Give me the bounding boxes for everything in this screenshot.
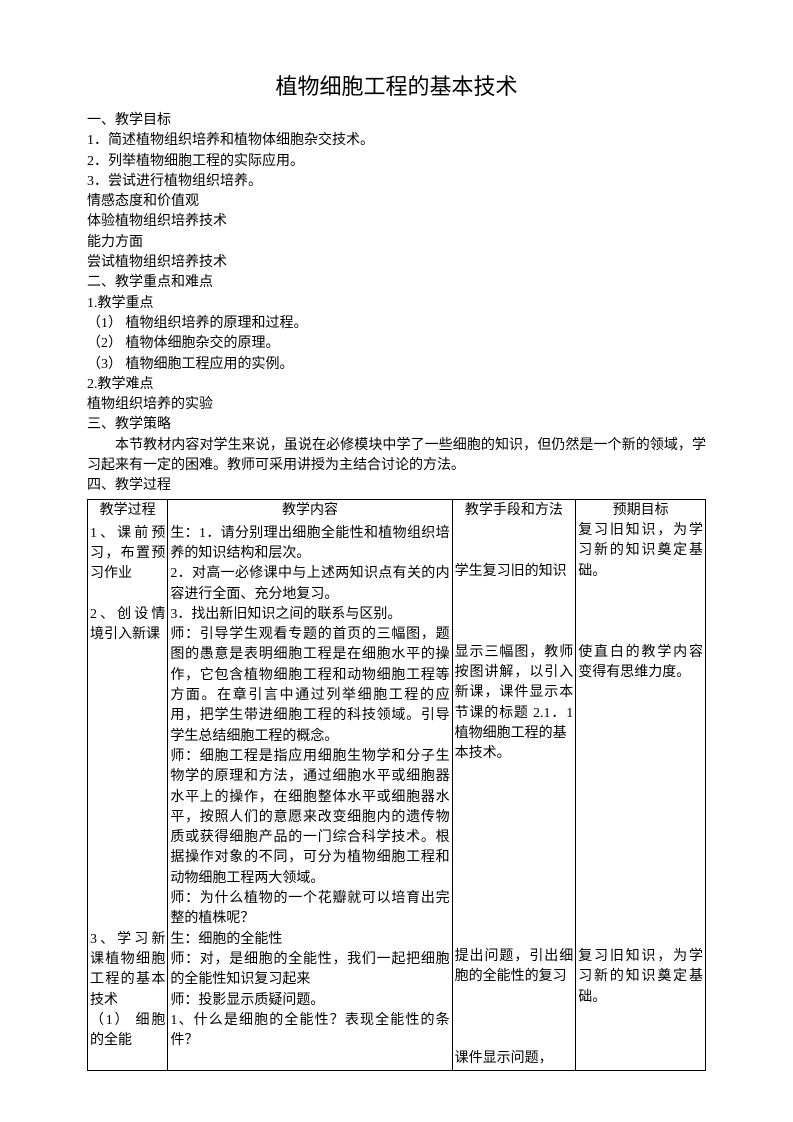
table-header-4: 预期目标 (578, 501, 703, 521)
teaching-process-table: 教学过程 教学内容 教学手段和方法 学生复习旧的知识 显示三幅图，教师按图讲解，… (87, 499, 706, 1071)
section-2-header: 二、教学重点和难点 (87, 273, 706, 293)
s1-sub1: 情感态度和价值观 (87, 192, 706, 212)
table-header-2: 教学内容 (168, 499, 452, 523)
s2-sub1-item-1: （1） 植物组织培养的原理和过程。 (87, 314, 706, 334)
s1-item-3: 3．尝试进行植物组织培养。 (87, 172, 706, 192)
section-3-header: 三、教学策略 (87, 415, 706, 435)
teaching-content: 生：1．请分别理出细胞全能性和植物组织培养的知识结构和层次。 2．对高一必修课中… (168, 523, 452, 1071)
table-cell-methods: 教学手段和方法 学生复习旧的知识 显示三幅图，教师按图讲解，以引入新课，课件显示… (452, 499, 576, 1070)
page-title: 植物细胞工程的基本技术 (87, 70, 706, 103)
content-p1: 生：1．请分别理出细胞全能性和植物组织培养的知识结构和层次。 (170, 524, 449, 565)
content-p3: 3．找出新旧知识之间的联系与区别。 (170, 605, 449, 625)
process-steps: 1、课前预习，布置预习作业 2、创设情境引入新课 3、学习新课植物细胞工程的基本… (88, 523, 168, 1071)
goals-content: 复习旧知识，为学习新的知识奠定基础。 使直白的教学内容变得有思维力度。 复习旧知… (578, 521, 703, 1008)
section-4-header: 四、教学过程 (87, 476, 706, 496)
s2-sub2-content: 植物组织培养的实验 (87, 395, 706, 415)
content-p6: 师：为什么植物的一个花瓣就可以培育出完整的植株呢？ (170, 889, 449, 930)
s1-item-1: 1．简述植物组织培养和植物体细胞杂交技术。 (87, 131, 706, 151)
table-cell-goals: 预期目标 复习旧知识，为学习新的知识奠定基础。 使直白的教学内容变得有思维力度。… (576, 499, 706, 1070)
content-p5: 师：细胞工程是指应用细胞生物学和分子生物学的原理和方法，通过细胞水平或细胞器水平… (170, 747, 449, 889)
section-1-header: 一、教学目标 (87, 111, 706, 131)
content-p4: 师：引导学生观看专题的首页的三幅图，题图的愚意是表明细胞工程是在细胞水平的操作，… (170, 625, 449, 747)
s1-sub2-content: 尝试植物组织培养技术 (87, 253, 706, 273)
s3-content: 本节教材内容对学生来说，虽说在必修模块中学了一些细胞的知识，但仍然是一个新的领域… (87, 436, 706, 477)
s2-sub2: 2.教学难点 (87, 375, 706, 395)
s2-sub1-item-2: （2） 植物体细胞杂交的原理。 (87, 334, 706, 354)
s2-sub1-item-3: （3） 植物细胞工程应用的实例。 (87, 355, 706, 375)
s1-sub2: 能力方面 (87, 233, 706, 253)
table-header-1: 教学过程 (88, 499, 168, 523)
methods-content: 学生复习旧的知识 显示三幅图，教师按图讲解，以引入新课，课件显示本节课的标题 2… (455, 521, 574, 1069)
content-p8: 师：对，是细胞的全能性，我们一起把细胞的全能性知识复习起来 (170, 950, 449, 991)
s1-sub1-content: 体验植物组织培养技术 (87, 212, 706, 232)
s1-item-2: 2．列举植物细胞工程的实际应用。 (87, 152, 706, 172)
content-p10: 1、什么是细胞的全能性？表现全能性的条件？ (170, 1011, 449, 1052)
content-p2: 2．对高一必修课中与上述两知识点有关的内容进行全面、充分地复习。 (170, 564, 449, 605)
s2-sub1: 1.教学重点 (87, 294, 706, 314)
content-p9: 师：投影显示质疑问题。 (170, 991, 449, 1011)
content-p7: 生：细胞的全能性 (170, 930, 449, 950)
table-header-3: 教学手段和方法 (455, 501, 574, 521)
